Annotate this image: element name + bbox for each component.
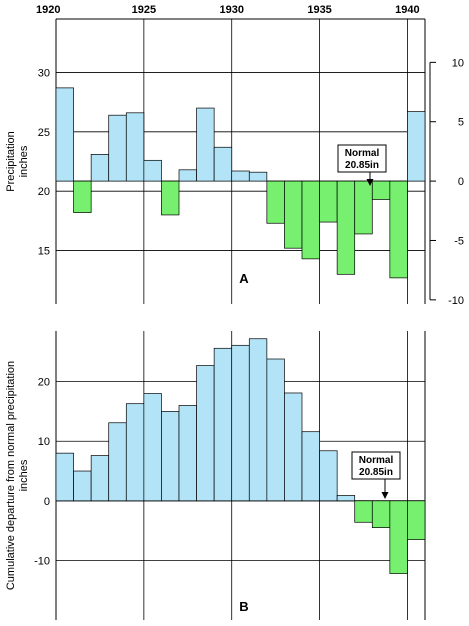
panel-a-ytick-15: 15 bbox=[38, 246, 50, 258]
panel-a-bar-1931 bbox=[248, 171, 268, 182]
panel-b-bar-1931 bbox=[248, 338, 268, 502]
panel-a-annotation-arrow-head bbox=[366, 179, 374, 186]
panel-b-bar-1934 bbox=[301, 431, 320, 502]
panel-a-left-ticks: 15 20 25 30 bbox=[38, 67, 50, 257]
panel-b-bar-1940 bbox=[407, 500, 426, 540]
panel-a-bar-1921 bbox=[73, 180, 92, 213]
panel-a-rtick-label-10: 10 bbox=[452, 57, 464, 69]
panel-a-ylabel: Precipitation bbox=[5, 131, 17, 192]
panel-b-annotation-box bbox=[351, 451, 401, 480]
panel-a-bar-1927 bbox=[178, 169, 197, 182]
panel-b-bar-1930 bbox=[231, 344, 250, 502]
panel-b-bar-1926 bbox=[161, 411, 180, 502]
panel-a-bar-1937 bbox=[354, 180, 373, 235]
panel-b-bar-1927 bbox=[178, 405, 197, 502]
year-label-1930: 1930 bbox=[219, 4, 243, 16]
panel-b-bar-1922 bbox=[90, 455, 110, 502]
panel-a-right-axis: -10 -5 0 5 10 bbox=[429, 57, 464, 307]
panel-a-bar-1936 bbox=[336, 180, 356, 275]
panel-b-bar-1935 bbox=[319, 450, 338, 502]
panel-a-rtick-label--5: -5 bbox=[454, 235, 464, 247]
panel-a-annotation-line2: 20.85in bbox=[345, 160, 379, 171]
panel-b-ylabel-line2: inches bbox=[18, 459, 30, 491]
panel-b-bar-1938 bbox=[371, 500, 391, 528]
panel-a-ytick-30: 30 bbox=[38, 67, 50, 79]
panel-b-bar-1928 bbox=[196, 365, 215, 502]
panel-a-bar-1938 bbox=[371, 180, 391, 200]
panel-a-bar-1935 bbox=[319, 180, 338, 223]
panel-a-annotation-line1: Normal bbox=[345, 148, 380, 159]
panel-b-bar-1933 bbox=[284, 392, 303, 502]
year-label-1925: 1925 bbox=[132, 4, 156, 16]
panel-b-ytick-10: 10 bbox=[38, 436, 50, 448]
panel-a-bar-1920 bbox=[55, 87, 74, 182]
panel-a-ytick-20: 20 bbox=[38, 186, 50, 198]
panel-b-bar-1924 bbox=[125, 403, 145, 502]
year-axis: 1920 1925 1930 1935 1940 bbox=[36, 4, 420, 16]
panel-a-bar-1923 bbox=[108, 114, 127, 182]
panel-a-annotation-box bbox=[337, 144, 387, 173]
panel-b: -10 0 10 20 Cumulative departure from norma… bbox=[5, 331, 426, 620]
panel-b-ytick-20: 20 bbox=[38, 377, 50, 389]
panel-a-bar-1933 bbox=[284, 180, 303, 249]
panel-a-bar-1928 bbox=[196, 107, 215, 182]
panel-b-ylabel: Cumulative departure from normal precipi… bbox=[5, 361, 17, 590]
panel-b-label: B bbox=[239, 599, 248, 614]
year-label-1940: 1940 bbox=[395, 4, 419, 16]
panel-a-bar-1925 bbox=[143, 159, 162, 182]
panel-b-bar-1925 bbox=[143, 393, 162, 502]
panel-a-bar-1932 bbox=[266, 180, 285, 224]
panel-b-bar-1920 bbox=[55, 452, 74, 502]
panel-b-annotation-arrow-head bbox=[381, 492, 389, 499]
panel-a-bar-1939 bbox=[389, 180, 408, 279]
panel-b-bar-1921 bbox=[73, 470, 92, 502]
panel-a-ytick-25: 25 bbox=[38, 127, 50, 139]
year-label-1920: 1920 bbox=[36, 4, 60, 16]
panel-a-rtick-label-5: 5 bbox=[458, 117, 464, 129]
panel-b-bar-1923 bbox=[108, 422, 127, 502]
panel-a-rtick-label-0: 0 bbox=[458, 176, 464, 188]
panel-b-annotation-line1: Normal bbox=[359, 455, 394, 466]
panel-b-bar-1939 bbox=[389, 500, 408, 574]
panel-a-bars bbox=[55, 87, 426, 279]
panel-a-label: A bbox=[239, 271, 249, 286]
panel-b-bar-1937 bbox=[354, 500, 373, 523]
panel-a-bar-1930 bbox=[231, 170, 250, 182]
panel-a-bar-1940 bbox=[407, 111, 426, 182]
panel-b-bar-1932 bbox=[266, 358, 285, 502]
panel-b-ytick-0: 0 bbox=[44, 496, 50, 508]
year-label-1935: 1935 bbox=[307, 4, 331, 16]
panel-b-left-ticks: -10 0 10 20 bbox=[34, 377, 50, 568]
panel-a-ylabel-line2: inches bbox=[18, 145, 30, 177]
panel-b-bar-1936 bbox=[336, 495, 356, 502]
panel-a-bar-1924 bbox=[125, 112, 145, 182]
panel-b-annotation-line2: 20.85in bbox=[359, 467, 393, 478]
panel-a-rtick-label--10: -10 bbox=[448, 295, 464, 307]
panel-b-ytick--10: -10 bbox=[34, 555, 50, 567]
panel-b-bar-1929 bbox=[213, 347, 233, 502]
panel-a-bar-1922 bbox=[90, 154, 110, 182]
panel-a-bar-1934 bbox=[301, 180, 320, 260]
panel-b-bars bbox=[55, 338, 426, 574]
panel-a-bar-1926 bbox=[161, 180, 180, 216]
panel-a-bar-1929 bbox=[213, 146, 233, 182]
